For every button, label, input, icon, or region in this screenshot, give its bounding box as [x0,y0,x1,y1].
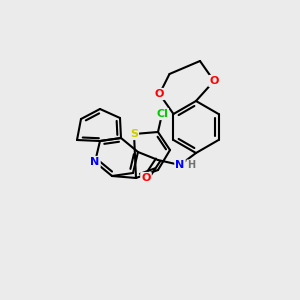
Text: Cl: Cl [156,109,168,119]
Text: H: H [187,160,195,170]
Text: N: N [176,160,184,170]
Text: O: O [141,173,151,183]
Text: O: O [155,89,164,99]
Text: S: S [130,129,138,139]
Text: N: N [90,157,100,167]
Text: O: O [209,76,219,86]
